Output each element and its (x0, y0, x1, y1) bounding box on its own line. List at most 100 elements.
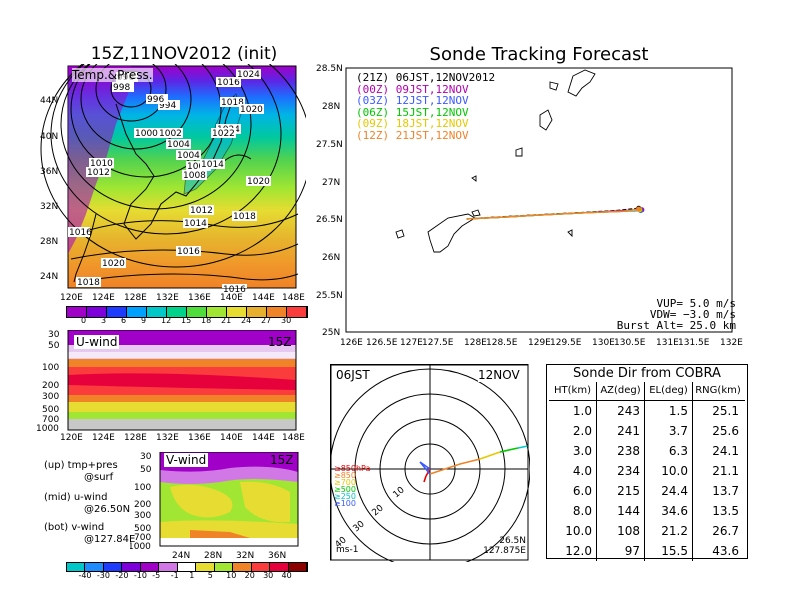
v-wind-panel: 30 50 100 200 300 500 700 1000 24N 28N 3… (130, 452, 299, 561)
p-tick: 300 (42, 392, 59, 402)
svg-text:1016: 1016 (69, 228, 92, 238)
p-tick: 500 (42, 405, 59, 415)
tmp-colorbar-label: 3 (101, 316, 107, 325)
lat-tick: 28.5N (316, 64, 343, 74)
track-legend-entry: (12Z) 21JST,12NOV (356, 128, 469, 142)
table-cell: 234 (597, 461, 645, 481)
table-row: 8.0 144 34.6 13.5 (549, 501, 745, 521)
lat-tick: 28N (322, 102, 340, 112)
tmp-colorbar-label: 24 (241, 316, 252, 325)
table-cell: 1.0 (549, 401, 597, 421)
u-lon-ticks: 120E 124E 128E 132E 136E 140E 144E 148E (60, 433, 305, 442)
svg-text:1014: 1014 (201, 160, 224, 170)
lon-tick: 131E (656, 338, 679, 348)
svg-text:1020: 1020 (102, 259, 125, 269)
lat-tick: 26N (322, 253, 340, 263)
table-row: 12.0 97 15.5 43.6 (549, 541, 745, 561)
track-legend: (21Z) 06JST,12NOV2012 (00Z) 09JST,12NOV (0… (356, 72, 495, 141)
lat-tick: 36N (40, 167, 58, 177)
polar-left-label: 06JST (336, 368, 370, 382)
p-tick: 200 (42, 381, 59, 391)
isobar-label: 1008 (182, 170, 207, 181)
tmp-panel-title: 15Z,11NOV2012 (init) (90, 44, 278, 64)
lon-tick: 128.5E (486, 338, 518, 348)
tmp-panel-label: Temp.&Press. (72, 68, 153, 82)
v-wind-label: V-wind (164, 453, 209, 467)
isobar-label: 1004 (166, 139, 191, 150)
svg-text:1004: 1004 (167, 140, 190, 150)
polar-right-label: 12NOV (478, 368, 520, 382)
isobar-label: 1024 (236, 69, 261, 80)
isobar-label: 1020 (101, 258, 126, 269)
tmp-colorbar (66, 306, 308, 318)
svg-text:998: 998 (113, 83, 130, 93)
lon-tick: 132E (156, 433, 179, 442)
v-colorbar-swatch (288, 563, 308, 571)
isobar-label: 996 (146, 94, 168, 105)
isobar-label: 1018 (220, 97, 245, 108)
table-cell: 13.7 (712, 484, 739, 498)
tmp-lon-ticks: 120E 124E 128E 132E 136E 140E 144E 148E (60, 293, 305, 303)
lon-tick: 120E (60, 293, 83, 303)
track-legend-entry: (09Z) 18JST,12NOV (356, 117, 469, 130)
v-colorbar-label: -10 (133, 571, 147, 580)
lon-tick: 128E (124, 293, 147, 303)
lat-tick: 24N (40, 272, 58, 282)
v-colorbar-label: -1 (170, 571, 179, 580)
isobar-label: 1014 (183, 218, 208, 229)
v-colorbar-swatch (270, 563, 289, 571)
lon-tick: 148E (282, 293, 305, 303)
isobar-label: 1020 (239, 104, 264, 115)
isobar-label: 1018 (232, 211, 257, 222)
tmp-colorbar-label: 0 (81, 316, 87, 325)
vup-label: VUP= 5.0 m/s (656, 297, 736, 310)
table-cell: 6.0 (549, 481, 597, 501)
p-tick: 300 (134, 511, 151, 521)
svg-text:996: 996 (147, 95, 164, 105)
v-colorbar-label: 10 (226, 571, 237, 580)
tmp-colorbar-label: 12 (161, 316, 172, 325)
table-cell: 24.1 (712, 444, 739, 458)
svg-text:1014: 1014 (184, 219, 207, 229)
lon-tick: 144E (252, 293, 275, 303)
p-tick: 30 (140, 452, 152, 462)
svg-text:1008: 1008 (183, 171, 206, 181)
polar-level-legend: ≥850hPa ≥850 ≥700 ≥500 ≥250 ≥100 (334, 465, 370, 508)
lat-tick: 27N (322, 178, 340, 188)
table-row: 10.0 108 21.2 26.7 (549, 521, 745, 541)
isobar-label: 1010 (89, 158, 114, 169)
tmp-colorbar-swatch (87, 307, 107, 317)
svg-text:1016: 1016 (177, 247, 200, 257)
lat-tick: 36N (268, 551, 286, 561)
table-row: 6.0 215 24.4 13.7 (549, 481, 745, 501)
isobar-label: 1012 (86, 167, 111, 178)
isobar-label: 1014 (200, 159, 225, 170)
tmp-colorbar-swatch (247, 307, 267, 317)
v-p-ticks: 30 50 100 200 300 500 700 1000 (130, 452, 152, 552)
v-colorbar-label: -5 (152, 571, 161, 580)
polar-level-entry: ≥700 (334, 478, 356, 487)
track-lat-ticks: 28.5N 28N 27.5N 27N 26.5N 26N 25.5N 25N (316, 64, 343, 338)
p-tick: 30 (48, 330, 60, 340)
v-colorbar-swatch (233, 563, 252, 571)
tmp-colorbar-swatch (127, 307, 147, 317)
u-p-ticks: 30 50 100 200 300 500 700 1000 (36, 330, 60, 434)
polar-level-entry: ≥250 (334, 492, 356, 501)
v-colorbar-label: -20 (115, 571, 129, 580)
lon-tick: 128E (464, 338, 487, 348)
track-plot: 28.5N 28N 27.5N 27N 26.5N 26N 25.5N 25N … (316, 64, 743, 348)
svg-text:1018: 1018 (233, 212, 256, 222)
tmp-colorbar-label: 15 (181, 316, 192, 325)
lat-tick: 28N (40, 237, 58, 247)
svg-text:1016: 1016 (217, 78, 240, 88)
isobar-label: 1016 (176, 246, 201, 257)
table-cell: 10.0 (549, 521, 597, 541)
track-lon-ticks: 126E 126.5E 127E 127.5E 128E 128.5E 129E… (340, 338, 743, 348)
v-colorbar-swatch (177, 563, 197, 571)
table-cell: 34.6 (645, 501, 693, 521)
tmp-colorbar-swatch (267, 307, 287, 317)
v-colorbar-label: -40 (78, 571, 92, 580)
lon-tick: 140E (220, 293, 243, 303)
lat-tick: 27.5N (316, 140, 343, 150)
v-colorbar-swatch (251, 563, 271, 571)
